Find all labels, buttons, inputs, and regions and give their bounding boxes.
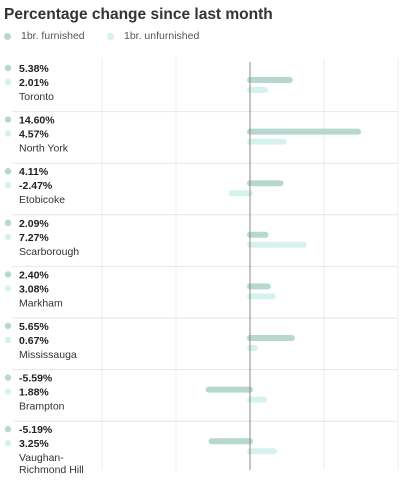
value-label-north-york-unfurnished: 4.57%: [19, 129, 49, 141]
value-label-markham-furnished: 2.40%: [19, 269, 49, 281]
value-label-markham-unfurnished: 3.08%: [19, 283, 49, 295]
value-label-vaughan-richmond-hill-furnished: -5.19%: [19, 424, 53, 436]
value-dot-unfurnished: [4, 233, 12, 240]
category-label-mississauga: Mississauga: [19, 349, 77, 361]
value-dot-furnished: [4, 271, 12, 278]
value-dot-furnished: [4, 64, 12, 72]
legend-swatch-unfurnished: [107, 32, 114, 40]
category-label-north-york: North York: [19, 143, 69, 155]
value-dot-furnished: [4, 322, 12, 330]
value-dot-furnished: [4, 168, 12, 175]
value-dot-unfurnished: [4, 182, 12, 189]
value-dot-unfurnished: [4, 440, 12, 447]
value-dot-unfurnished: [4, 78, 12, 86]
legend-item-furnished: 1br. furnished: [4, 30, 85, 42]
category-label-etobicoke: Etobicoke: [19, 194, 65, 206]
category-label-brampton: Brampton: [19, 401, 65, 413]
value-label-scarborough-unfurnished: 7.27%: [19, 232, 49, 244]
value-label-toronto-unfurnished: 2.01%: [19, 77, 49, 89]
legend-label-unfurnished: 1br. unfurnished: [124, 30, 200, 42]
value-label-mississauga-furnished: 5.65%: [19, 321, 49, 333]
category-label-vaughan-richmond-hill: Richmond Hill: [19, 464, 84, 476]
value-label-scarborough-furnished: 2.09%: [19, 218, 49, 230]
value-dot-unfurnished: [4, 388, 12, 395]
value-dot-furnished: [4, 219, 12, 226]
value-dot-furnished: [4, 116, 12, 123]
category-label-toronto: Toronto: [19, 91, 54, 103]
legend-swatch-furnished: [4, 32, 11, 40]
value-label-etobicoke-furnished: 4.11%: [19, 166, 49, 178]
value-label-brampton-furnished: -5.59%: [19, 373, 53, 385]
value-label-etobicoke-unfurnished: -2.47%: [19, 180, 53, 192]
legend-label-furnished: 1br. furnished: [21, 30, 85, 42]
value-label-north-york-furnished: 14.60%: [19, 115, 55, 127]
value-dot-unfurnished: [4, 336, 12, 344]
category-label-scarborough: Scarborough: [19, 246, 79, 258]
chart-title: Percentage change since last month: [4, 6, 273, 23]
category-label-markham: Markham: [19, 297, 63, 309]
value-label-mississauga-unfurnished: 0.67%: [19, 335, 49, 347]
category-label-vaughan-richmond-hill: Vaughan-: [19, 452, 64, 464]
value-label-toronto-furnished: 5.38%: [19, 63, 49, 75]
legend-item-unfurnished: 1br. unfurnished: [107, 30, 199, 42]
value-dot-unfurnished: [4, 130, 12, 137]
value-dot-unfurnished: [4, 285, 12, 292]
value-dot-furnished: [4, 374, 12, 381]
value-dot-furnished: [4, 426, 12, 433]
value-label-brampton-unfurnished: 1.88%: [19, 387, 49, 399]
value-label-vaughan-richmond-hill-unfurnished: 3.25%: [19, 438, 49, 450]
